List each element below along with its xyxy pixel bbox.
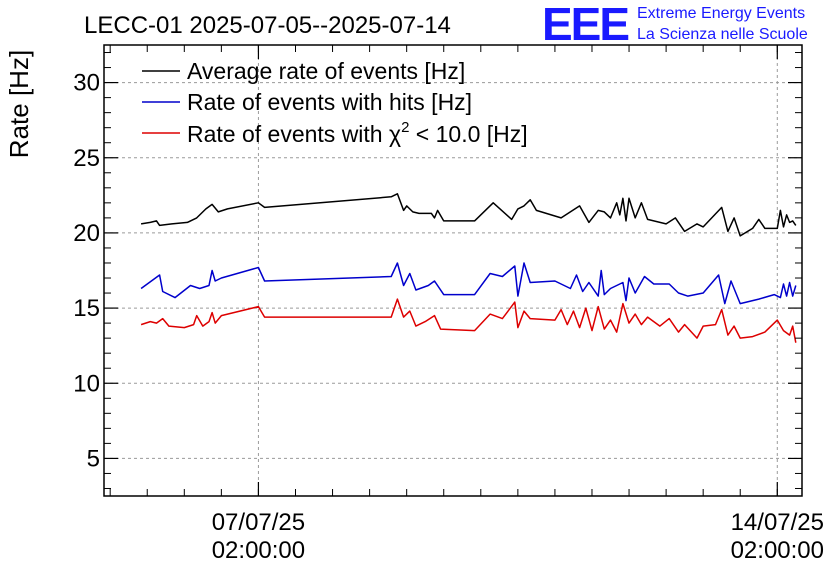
y-axis-label: Rate [Hz] bbox=[4, 50, 34, 158]
legend-entry-hits: Rate of events with hits [Hz] bbox=[142, 89, 472, 115]
x-tick-label-time: 02:00:00 bbox=[212, 537, 305, 564]
legend-label-chi2-sup: 2 bbox=[401, 119, 409, 136]
y-ticks: 5 10 15 20 25 30 bbox=[73, 52, 802, 489]
eee-logo: EEE Extreme Energy Events La Scienza nel… bbox=[542, 0, 808, 50]
y-tick-label: 5 bbox=[87, 445, 100, 472]
legend-label-average: Average rate of events [Hz] bbox=[187, 58, 465, 84]
legend-label-hits: Rate of events with hits [Hz] bbox=[187, 89, 472, 115]
logo-line-2: La Scienza nelle Scuole bbox=[637, 26, 808, 43]
y-tick-label: 15 bbox=[73, 295, 100, 322]
legend-entry-chi2: Rate of events with χ2 < 10.0 [Hz] bbox=[142, 119, 528, 147]
legend-label-chi2-suffix: < 10.0 [Hz] bbox=[409, 121, 527, 147]
legend-label-chi2: Rate of events with χ2 < 10.0 [Hz] bbox=[187, 119, 528, 147]
series-lines bbox=[140, 193, 797, 343]
grid-lines bbox=[104, 45, 802, 496]
series-line-average bbox=[140, 193, 797, 237]
series-line-chi2 bbox=[140, 298, 797, 343]
x-tick-label-date: 14/07/25 bbox=[731, 509, 824, 536]
x-tick-label-date: 07/07/25 bbox=[212, 509, 305, 536]
legend-label-chi2-main: Rate of events with χ bbox=[187, 121, 401, 147]
legend: Average rate of events [Hz] Rate of even… bbox=[142, 58, 528, 147]
series-line-hits bbox=[140, 262, 797, 305]
y-tick-label: 10 bbox=[73, 370, 100, 397]
y-tick-label: 30 bbox=[73, 70, 100, 97]
plot-frame bbox=[103, 44, 803, 497]
legend-entry-average: Average rate of events [Hz] bbox=[142, 58, 465, 84]
chart-title: LECC-01 2025-07-05--2025-07-14 bbox=[84, 12, 451, 39]
logo-line-1: Extreme Energy Events bbox=[637, 5, 805, 22]
y-tick-label: 25 bbox=[73, 145, 100, 172]
logo-eee-text: EEE bbox=[542, 0, 628, 50]
y-tick-label: 20 bbox=[73, 220, 100, 247]
x-tick-label-time: 02:00:00 bbox=[731, 537, 824, 564]
